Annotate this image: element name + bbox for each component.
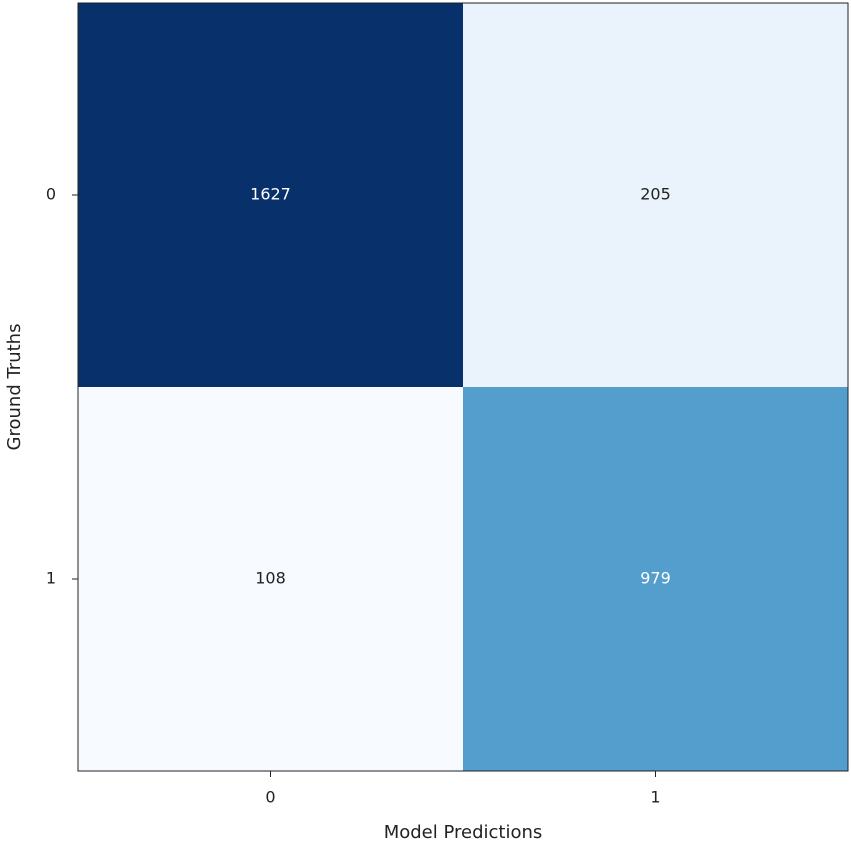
- cell: [463, 387, 848, 771]
- cell-label: 205: [640, 185, 671, 204]
- cell-label: 979: [640, 569, 671, 588]
- x-tick-label: 0: [265, 788, 275, 807]
- y-tick-label: 1: [46, 569, 56, 588]
- cell: [78, 3, 463, 387]
- cell-label: 108: [255, 569, 286, 588]
- cell: [463, 3, 848, 387]
- y-tick-label: 0: [46, 185, 56, 204]
- y-axis-label: Ground Truths: [4, 324, 25, 451]
- x-tick-label: 1: [650, 788, 660, 807]
- x-axis-label: Model Predictions: [384, 822, 543, 843]
- plot-frame: [77, 2, 849, 772]
- cell-label: 1627: [250, 185, 291, 204]
- cell: [78, 387, 463, 771]
